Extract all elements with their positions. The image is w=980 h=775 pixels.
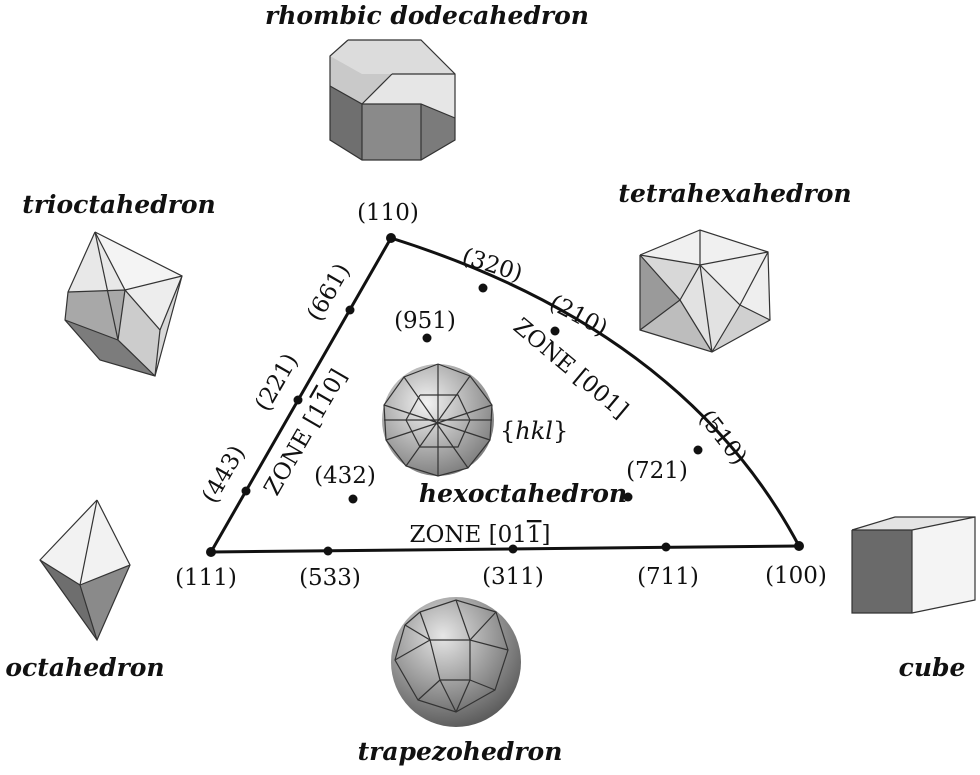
zone-1-10-edge bbox=[209, 237, 393, 553]
pole-432 bbox=[348, 494, 358, 504]
zone-001-label: ZONE [001] bbox=[508, 313, 633, 424]
label-432: (432) bbox=[314, 463, 376, 489]
label-510: (510) bbox=[693, 405, 752, 470]
pole-510 bbox=[693, 445, 703, 455]
pole-951 bbox=[422, 333, 432, 343]
octahedron-label: octahedron bbox=[5, 653, 164, 682]
zone-01-1-prefix: ZONE [01 bbox=[410, 522, 527, 548]
zone-01-1-bar: 1 bbox=[527, 522, 542, 548]
label-100: (100) bbox=[765, 563, 827, 589]
pole-110 bbox=[386, 233, 396, 243]
zone-01-1-edge bbox=[210, 544, 800, 554]
octahedron-shape bbox=[39, 499, 131, 642]
label-951: (951) bbox=[394, 308, 456, 334]
pole-443 bbox=[241, 486, 251, 496]
zone-01-1-label: ZONE [011] bbox=[410, 522, 551, 548]
stereographic-triangle bbox=[209, 236, 801, 554]
pole-111 bbox=[206, 547, 216, 557]
pole-311 bbox=[508, 544, 518, 554]
trapezohedron-label: trapezohedron bbox=[358, 737, 563, 766]
hexoctahedron-label: hexoctahedron bbox=[419, 479, 627, 508]
hexoctahedron-shape bbox=[382, 363, 494, 477]
trapezohedron-shape bbox=[391, 597, 521, 727]
label-110: (110) bbox=[357, 200, 419, 226]
label-711: (711) bbox=[637, 564, 699, 590]
trioctahedron-shape bbox=[64, 231, 183, 377]
rhombic-dodecahedron-shape bbox=[329, 39, 456, 161]
brace-close: } bbox=[553, 417, 568, 445]
label-320: (320) bbox=[459, 243, 526, 287]
pole-221 bbox=[293, 395, 303, 405]
label-721: (721) bbox=[626, 458, 688, 484]
pole-points bbox=[206, 233, 804, 557]
pole-661 bbox=[345, 305, 355, 315]
trioctahedron-label: trioctahedron bbox=[22, 190, 215, 219]
tetrahexahedron-shape bbox=[639, 229, 771, 353]
brace-open: { bbox=[500, 417, 515, 445]
pole-533 bbox=[323, 546, 333, 556]
tetrahexahedron-label: tetrahexahedron bbox=[618, 179, 851, 208]
rhombic-dodecahedron-label: rhombic dodecahedron bbox=[265, 1, 589, 30]
zone-01-1-suffix: ] bbox=[541, 522, 550, 548]
cube-label: cube bbox=[899, 653, 966, 682]
label-111: (111) bbox=[175, 565, 237, 591]
label-533: (533) bbox=[299, 565, 361, 591]
family-label: {hkl} bbox=[500, 417, 568, 445]
zone-001-edge bbox=[390, 236, 801, 547]
cube-shape bbox=[851, 516, 976, 614]
pole-721 bbox=[623, 492, 633, 502]
label-311: (311) bbox=[482, 564, 544, 590]
pole-210 bbox=[550, 326, 560, 336]
pole-100 bbox=[794, 541, 804, 551]
pole-711 bbox=[661, 542, 671, 552]
hkl-text: hkl bbox=[515, 417, 553, 445]
pole-320 bbox=[478, 283, 488, 293]
